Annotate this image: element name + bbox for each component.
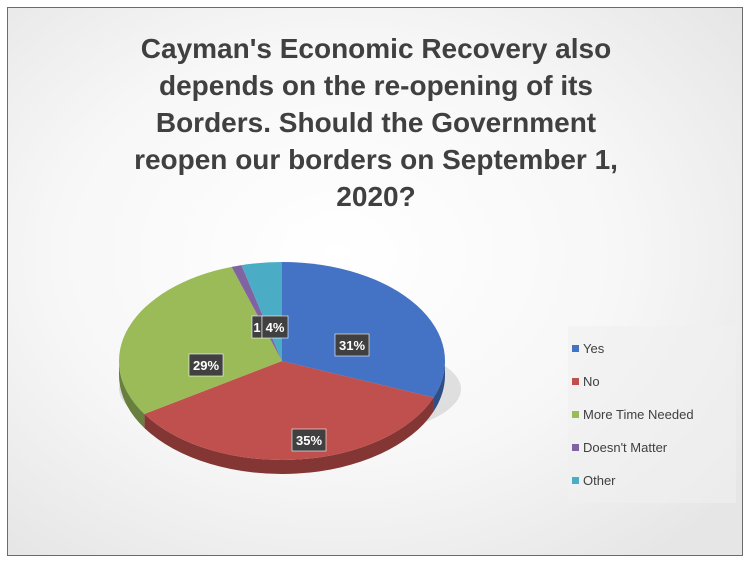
legend-item-no: No [572,365,736,398]
data-label-yes: 31% [334,333,370,357]
svg-text:4%: 4% [266,320,285,335]
legend-label: More Time Needed [583,407,694,422]
pie-side-no [144,397,434,474]
legend-item-more-time-needed: More Time Needed [572,398,736,431]
legend-swatch [572,444,579,451]
pie-chart: 31% 35% 29% 1 4% [118,262,461,474]
svg-text:35%: 35% [296,433,322,448]
data-label-doesn-t-matter: 1 [251,315,263,339]
title-line: Cayman's Economic Recovery also [140,33,612,64]
title-line: Borders. Should the Government [155,107,597,138]
legend-label: Yes [583,341,605,356]
svg-text:29%: 29% [193,358,219,373]
legend-item-doesnt-matter: Doesn't Matter [572,431,736,464]
chart-frame: Cayman's Economic Recovery also depends … [7,7,743,556]
pie-slice-yes [282,262,445,398]
legend-label: Other [583,473,616,488]
legend-swatch [572,378,579,385]
legend-swatch [572,345,579,352]
legend-swatch [572,411,579,418]
legend-label: Doesn't Matter [583,440,668,455]
pie-slice-no [144,361,434,461]
title-line: reopen our borders on September 1, [134,144,618,175]
pie-side-more-time-needed [119,361,145,429]
pie-side-yes [433,361,445,412]
legend-item-yes: Yes [572,332,736,365]
svg-text:1: 1 [253,320,260,335]
chart-title: Cayman's Economic Recovery also depends … [18,30,734,215]
chart-legend: Yes No More Time Needed Doesn't Matter O… [568,326,736,503]
title-line: 2020? [336,181,416,212]
pie-slice-more-time-needed [118,266,282,415]
svg-text:31%: 31% [339,338,365,353]
data-label-more-time-needed: 29% [188,353,224,377]
legend-swatch [572,477,579,484]
legend-item-other: Other [572,464,736,497]
title-line: depends on the re-opening of its [159,70,593,101]
data-label-no: 35% [291,428,327,452]
legend-label: No [583,374,600,389]
data-label-other: 4% [261,315,289,339]
